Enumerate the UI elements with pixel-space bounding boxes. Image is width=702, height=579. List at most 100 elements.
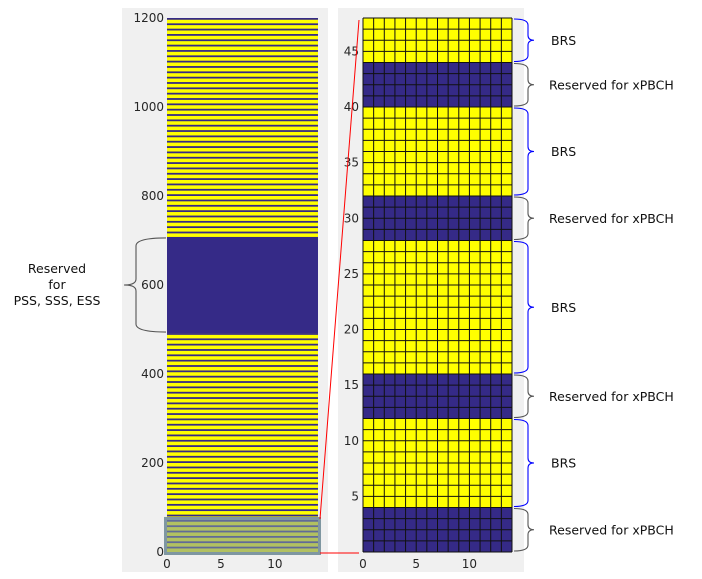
right-panel: 5 10 15 20 25 30 35 40 45 0 5 10	[338, 8, 524, 572]
stripe-row	[167, 343, 318, 346]
y-tick-label: 1000	[133, 100, 164, 114]
stripe-row	[167, 44, 318, 47]
stripe-row	[167, 50, 318, 52]
brs-label: BRS	[551, 144, 576, 159]
y-tick-label: 20	[344, 323, 359, 337]
stripe-row	[167, 487, 318, 490]
stripe-row	[167, 199, 318, 202]
stripe-row	[167, 493, 318, 496]
y-tick-label: 15	[344, 378, 359, 392]
brace-icon	[513, 418, 535, 508]
stripe-row	[167, 28, 318, 31]
stripe-row	[167, 108, 318, 111]
stripe-row	[167, 381, 318, 383]
brace-icon	[513, 18, 535, 63]
stripe-row	[167, 172, 318, 175]
stripe-row	[167, 397, 318, 399]
stripe-row	[167, 60, 318, 63]
stripe-row	[167, 55, 318, 58]
stripe-row	[167, 82, 318, 84]
stripe-row	[167, 66, 318, 68]
stripe-row	[167, 370, 318, 373]
stripe-row	[167, 119, 318, 122]
stripe-row	[167, 349, 318, 351]
reserved-xpbch-label: Reserved for xPBCH	[549, 522, 674, 537]
stripe-row	[167, 39, 318, 42]
y-tick-label: 25	[344, 267, 359, 281]
stripe-row	[167, 135, 318, 138]
stripe-row	[167, 354, 318, 357]
stripe-row	[167, 156, 318, 159]
stripe-row	[167, 391, 318, 394]
stripe-row	[167, 333, 318, 335]
y-tick-label: 200	[141, 456, 164, 470]
left-panel: 0 200 400 600 800 1000 1200 0 5 10	[122, 8, 328, 572]
stripe-row	[167, 34, 318, 36]
y-tick-label: 30	[344, 211, 359, 225]
stripe-row	[167, 509, 318, 512]
left-y-tick-labels: 0 200 400 600 800 1000 1200	[133, 11, 164, 559]
stripe-row	[167, 450, 318, 453]
stripe-row	[167, 402, 318, 405]
stripe-row	[167, 151, 318, 154]
brace-icon	[513, 507, 535, 552]
y-tick-label: 400	[141, 367, 164, 381]
stripe-row	[167, 140, 318, 143]
y-tick-label: 800	[141, 189, 164, 203]
y-tick-label: 10	[344, 434, 359, 448]
stripe-row	[167, 204, 318, 207]
brace-icon	[513, 196, 535, 241]
reserved-xpbch-label: Reserved for xPBCH	[549, 77, 674, 92]
stripe-row	[167, 194, 318, 196]
stripe-row	[167, 455, 318, 458]
stripe-row	[167, 23, 318, 26]
stripe-row	[167, 359, 318, 362]
brace-icon	[513, 107, 535, 196]
right-x-tick-labels: 0 5 10	[359, 557, 477, 571]
stripe-row	[167, 445, 318, 447]
stripe-row	[167, 498, 318, 501]
right-y-tick-labels: 5 10 15 20 25 30 35 40 45	[344, 44, 359, 503]
x-tick-label: 5	[412, 557, 420, 571]
stripe-row	[167, 423, 318, 426]
stripe-row	[167, 215, 318, 218]
left-grid-stripes	[167, 18, 318, 549]
zoom-window-box	[164, 516, 321, 556]
x-tick-label: 0	[163, 557, 171, 571]
y-tick-label: 35	[344, 156, 359, 170]
stripe-row	[167, 461, 318, 463]
y-tick-label: 5	[351, 489, 359, 503]
stripe-row	[167, 514, 318, 517]
stripe-row	[167, 429, 318, 431]
reserved-pss-sss-ess-label: for	[48, 277, 66, 292]
stripe-row	[167, 167, 318, 170]
stripe-row	[167, 18, 318, 20]
stripe-row	[167, 98, 318, 100]
x-tick-label: 5	[217, 557, 225, 571]
stripe-row	[167, 210, 318, 213]
stripe-row	[167, 413, 318, 415]
stripe-row	[167, 503, 318, 506]
stripe-row	[167, 178, 318, 180]
stripe-row	[167, 103, 318, 106]
brs-label: BRS	[551, 300, 576, 315]
y-tick-label: 45	[344, 44, 359, 58]
stripe-row	[167, 146, 318, 148]
reserved-pss-sss-ess-label: Reserved	[28, 261, 86, 276]
stripe-row	[167, 87, 318, 90]
stripe-row	[167, 183, 318, 186]
zoom-connector-lines	[319, 19, 360, 554]
right-cell-grid	[362, 17, 513, 553]
stripe-row	[167, 434, 318, 437]
brace-icon	[123, 237, 167, 333]
x-tick-label: 0	[359, 557, 367, 571]
reserved-pss-sss-ess-label: PSS, SSS, ESS	[14, 293, 101, 308]
stripe-row	[167, 466, 318, 469]
stripe-row	[167, 482, 318, 485]
stripe-row	[167, 418, 318, 421]
stripe-row	[167, 188, 318, 191]
stripe-row	[167, 114, 318, 116]
stripe-row	[167, 92, 318, 95]
brace-icon	[513, 374, 535, 419]
